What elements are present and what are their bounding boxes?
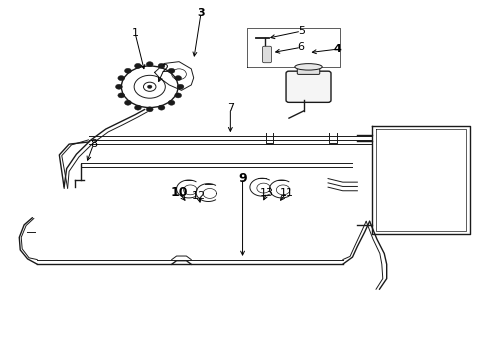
Circle shape — [135, 63, 141, 68]
FancyBboxPatch shape — [286, 71, 331, 102]
Circle shape — [118, 76, 124, 81]
Text: 11: 11 — [279, 188, 294, 198]
Text: 6: 6 — [298, 42, 305, 52]
Circle shape — [118, 93, 124, 98]
Circle shape — [168, 68, 175, 73]
Text: 8: 8 — [90, 139, 97, 149]
Text: 7: 7 — [227, 103, 234, 113]
Circle shape — [135, 105, 141, 110]
Circle shape — [124, 68, 131, 73]
FancyBboxPatch shape — [297, 66, 320, 75]
Circle shape — [177, 84, 184, 89]
FancyBboxPatch shape — [263, 46, 271, 63]
Circle shape — [175, 93, 182, 98]
Text: 3: 3 — [197, 8, 205, 18]
Circle shape — [124, 100, 131, 105]
Circle shape — [158, 63, 165, 68]
Circle shape — [147, 62, 153, 67]
Circle shape — [147, 107, 153, 112]
Text: 13: 13 — [260, 188, 274, 198]
Text: 1: 1 — [131, 28, 139, 38]
Text: 12: 12 — [192, 191, 206, 201]
Text: 2: 2 — [161, 64, 168, 74]
Circle shape — [116, 84, 122, 89]
Text: 10: 10 — [171, 186, 188, 199]
Text: 5: 5 — [298, 26, 305, 36]
Circle shape — [158, 105, 165, 110]
Circle shape — [168, 100, 175, 105]
Text: 4: 4 — [334, 44, 342, 54]
Ellipse shape — [295, 64, 322, 70]
Circle shape — [147, 85, 152, 89]
Circle shape — [175, 76, 182, 81]
Text: 9: 9 — [238, 172, 247, 185]
